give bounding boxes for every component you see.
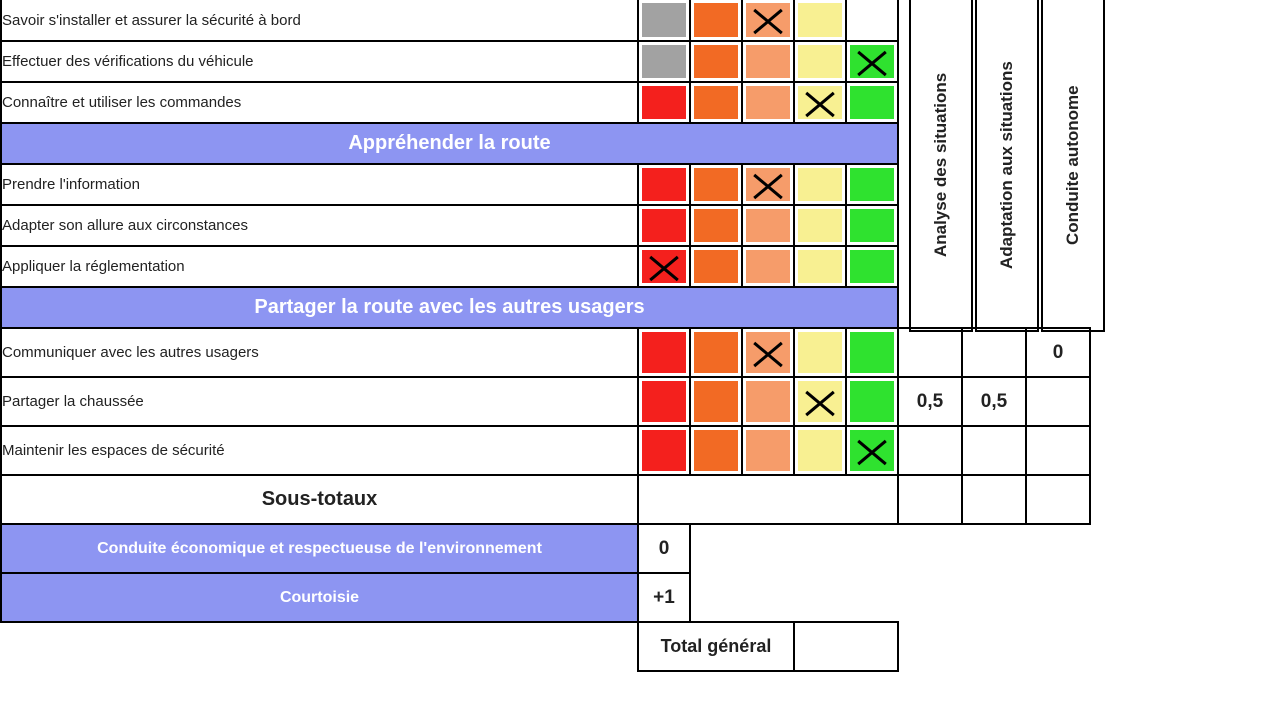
score-cell bbox=[1026, 377, 1090, 426]
bonus-value: +1 bbox=[638, 573, 690, 622]
table-row: Communiquer avec les autres usagers 0 bbox=[1, 328, 1154, 377]
swatch-cell bbox=[638, 164, 690, 205]
swatch-cell bbox=[690, 164, 742, 205]
subtotal-cell bbox=[898, 475, 962, 524]
table-row: Savoir s'installer et assurer la sécurit… bbox=[1, 0, 1154, 41]
swatch-cell bbox=[794, 328, 846, 377]
swatch-cell bbox=[638, 41, 690, 82]
swatch-cell bbox=[638, 205, 690, 246]
table-row: Effectuer des vérifications du véhicule bbox=[1, 41, 1154, 82]
swatch-cell bbox=[846, 205, 898, 246]
swatch-cell bbox=[742, 246, 794, 287]
table-row: Connaître et utiliser les commandes bbox=[1, 82, 1154, 123]
swatch-cell bbox=[638, 328, 690, 377]
score-cell bbox=[898, 426, 962, 475]
swatch-cell bbox=[690, 0, 742, 41]
score-cell: 0 bbox=[1026, 328, 1090, 377]
swatch-cell bbox=[638, 426, 690, 475]
swatch-cell bbox=[846, 41, 898, 82]
swatch-cell bbox=[742, 328, 794, 377]
score-cell: 0,5 bbox=[962, 377, 1026, 426]
row-label: Maintenir les espaces de sécurité bbox=[1, 426, 638, 475]
swatch-cell bbox=[690, 328, 742, 377]
swatch-cell bbox=[794, 377, 846, 426]
swatch-cell bbox=[690, 377, 742, 426]
row-label: Connaître et utiliser les commandes bbox=[1, 82, 638, 123]
score-cell: 0,5 bbox=[898, 377, 962, 426]
score-cell bbox=[1026, 426, 1090, 475]
swatch-cell bbox=[846, 426, 898, 475]
row-label: Prendre l'information bbox=[1, 164, 638, 205]
table-row: Partager la chaussée 0,50,5 bbox=[1, 377, 1154, 426]
table-row: Prendre l'information bbox=[1, 164, 1154, 205]
row-label: Adapter son allure aux circonstances bbox=[1, 205, 638, 246]
section-header: Partager la route avec les autres usager… bbox=[1, 287, 898, 328]
score-cell bbox=[898, 328, 962, 377]
table-row: Adapter son allure aux circonstances bbox=[1, 205, 1154, 246]
row-label: Savoir s'installer et assurer la sécurit… bbox=[1, 0, 638, 41]
subtotals-label: Sous-totaux bbox=[1, 475, 638, 524]
table-row: Partager la route avec les autres usager… bbox=[1, 287, 1154, 328]
swatch-cell bbox=[794, 0, 846, 41]
total-general-value bbox=[794, 622, 898, 671]
swatch-cell bbox=[742, 426, 794, 475]
swatch-cell bbox=[794, 426, 846, 475]
swatch-cell bbox=[690, 205, 742, 246]
swatch-cell bbox=[742, 377, 794, 426]
total-general-label: Total général bbox=[638, 622, 794, 671]
bonus-label: Courtoisie bbox=[1, 573, 638, 622]
swatch-cell bbox=[690, 426, 742, 475]
swatch-cell bbox=[638, 0, 690, 41]
swatch-cell bbox=[846, 164, 898, 205]
row-label: Appliquer la réglementation bbox=[1, 246, 638, 287]
swatch-cell bbox=[742, 41, 794, 82]
swatch-cell bbox=[794, 82, 846, 123]
swatch-cell bbox=[638, 246, 690, 287]
bonus-label: Conduite économique et respectueuse de l… bbox=[1, 524, 638, 573]
score-cell bbox=[962, 426, 1026, 475]
row-label: Partager la chaussée bbox=[1, 377, 638, 426]
swatch-cell bbox=[794, 246, 846, 287]
subtotal-cell bbox=[962, 475, 1026, 524]
swatch-cell bbox=[742, 0, 794, 41]
swatch-cell bbox=[846, 246, 898, 287]
swatch-cell bbox=[638, 82, 690, 123]
swatch-cell bbox=[846, 377, 898, 426]
evaluation-table: Savoir s'installer et assurer la sécurit… bbox=[0, 0, 1155, 672]
swatch-cell bbox=[638, 377, 690, 426]
swatch-cell bbox=[742, 205, 794, 246]
swatch-cell bbox=[794, 205, 846, 246]
swatch-cell bbox=[690, 246, 742, 287]
swatch-cell bbox=[846, 0, 898, 41]
swatch-cell bbox=[742, 164, 794, 205]
row-label: Effectuer des vérifications du véhicule bbox=[1, 41, 638, 82]
swatch-cell bbox=[846, 82, 898, 123]
section-header: Appréhender la route bbox=[1, 123, 898, 164]
row-label: Communiquer avec les autres usagers bbox=[1, 328, 638, 377]
subtotal-cell bbox=[1026, 475, 1090, 524]
bonus-value: 0 bbox=[638, 524, 690, 573]
swatch-cell bbox=[794, 164, 846, 205]
swatch-cell bbox=[794, 41, 846, 82]
table-row: Maintenir les espaces de sécurité bbox=[1, 426, 1154, 475]
swatch-cell bbox=[742, 82, 794, 123]
swatch-cell bbox=[690, 82, 742, 123]
table-row: Appréhender la route bbox=[1, 123, 1154, 164]
score-cell bbox=[962, 328, 1026, 377]
swatch-cell bbox=[690, 41, 742, 82]
table-row: Appliquer la réglementation bbox=[1, 246, 1154, 287]
swatch-cell bbox=[846, 328, 898, 377]
